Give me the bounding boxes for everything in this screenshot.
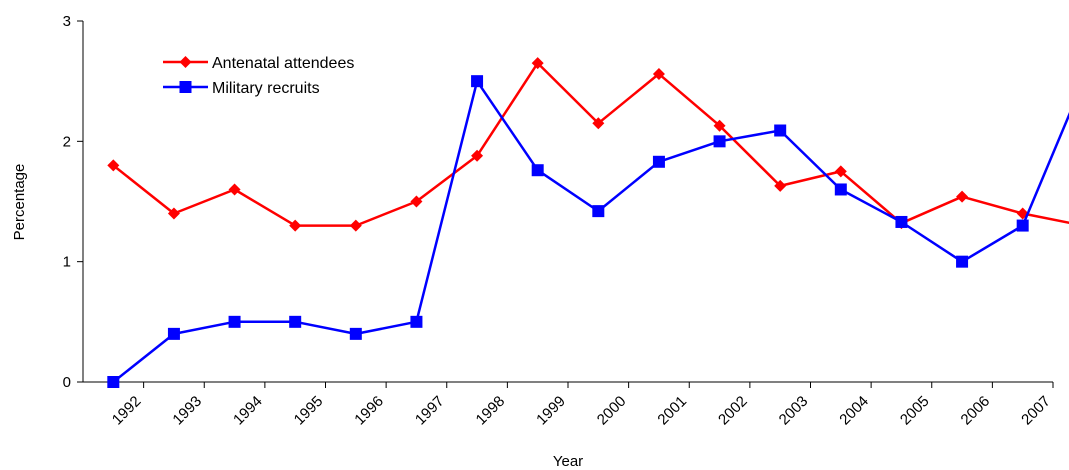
series-line bbox=[112, 79, 1069, 383]
legend-label-antenatal: Antenatal attendees bbox=[212, 55, 354, 72]
legend: Antenatal attendees Military recruits bbox=[163, 55, 354, 97]
data-point bbox=[410, 315, 423, 328]
data-point bbox=[956, 190, 969, 203]
data-point bbox=[167, 207, 180, 220]
x-tick-label: 1992 bbox=[109, 393, 145, 429]
data-point bbox=[774, 124, 787, 137]
data-point bbox=[349, 327, 362, 340]
x-tick-label: 1993 bbox=[169, 393, 205, 429]
data-point bbox=[834, 165, 847, 178]
x-ticks: 1992 1993 1994 1995 1996 1997 1998 1999 2000 2001… bbox=[109, 382, 1054, 429]
y-ticks: 0 1 2 3 bbox=[63, 13, 83, 391]
data-point bbox=[471, 149, 484, 162]
x-tick-label: 2007 bbox=[1018, 393, 1054, 429]
x-tick-label: 2000 bbox=[594, 393, 630, 429]
data-point bbox=[349, 219, 362, 232]
x-tick-label: 2002 bbox=[715, 393, 751, 429]
series-1 bbox=[107, 75, 1069, 388]
data-point bbox=[167, 327, 180, 340]
data-point bbox=[774, 179, 787, 192]
legend-item-military: Military recruits bbox=[163, 80, 320, 97]
legend-item-antenatal: Antenatal attendees bbox=[163, 55, 354, 72]
x-tick-label: 1996 bbox=[351, 393, 387, 429]
data-point bbox=[531, 57, 544, 70]
data-point bbox=[471, 75, 484, 88]
axes bbox=[82, 21, 1053, 383]
data-point bbox=[289, 315, 302, 328]
data-point bbox=[652, 67, 665, 80]
legend-marker-square-icon bbox=[179, 81, 192, 93]
x-tick-label: 2004 bbox=[836, 393, 872, 429]
x-tick-label: 2005 bbox=[897, 393, 933, 429]
y-tick-label: 3 bbox=[63, 13, 71, 30]
y-tick-label: 0 bbox=[63, 374, 71, 391]
data-point bbox=[592, 117, 605, 130]
y-tick-label: 1 bbox=[63, 254, 71, 271]
x-tick-label: 1997 bbox=[412, 393, 448, 429]
series-layer bbox=[107, 57, 1069, 388]
y-tick-label: 2 bbox=[63, 133, 71, 150]
x-axis-title: Year bbox=[553, 453, 583, 470]
x-tick-label: 2006 bbox=[958, 393, 994, 429]
x-tick-label: 2001 bbox=[654, 393, 690, 429]
data-point bbox=[107, 376, 120, 388]
data-point bbox=[713, 135, 726, 148]
y-axis-title: Percentage bbox=[11, 164, 28, 241]
data-point bbox=[713, 119, 726, 132]
data-point bbox=[956, 255, 969, 268]
data-point bbox=[228, 315, 241, 328]
x-tick-label: 1994 bbox=[230, 393, 266, 429]
x-tick-label: 1999 bbox=[533, 393, 569, 429]
data-point bbox=[228, 183, 241, 196]
x-tick-label: 1998 bbox=[473, 393, 509, 429]
data-point bbox=[652, 155, 665, 168]
data-point bbox=[107, 159, 120, 172]
data-point bbox=[289, 219, 302, 232]
x-tick-label: 2003 bbox=[776, 393, 812, 429]
data-point bbox=[531, 164, 544, 177]
legend-label-military: Military recruits bbox=[212, 80, 320, 97]
data-point bbox=[834, 183, 847, 196]
legend-marker-diamond-icon bbox=[179, 56, 192, 68]
x-tick-label: 1995 bbox=[291, 393, 327, 429]
data-point bbox=[410, 195, 423, 208]
data-point bbox=[895, 215, 908, 228]
data-point bbox=[1016, 219, 1029, 232]
data-point bbox=[592, 205, 605, 218]
